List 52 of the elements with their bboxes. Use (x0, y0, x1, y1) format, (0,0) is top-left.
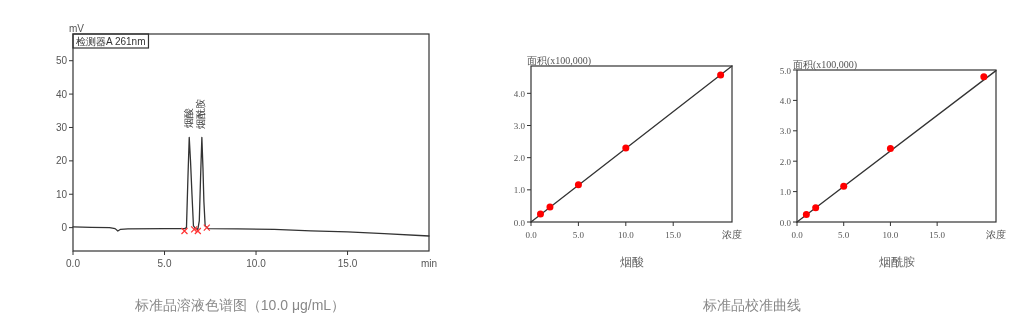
annotation: 烟酰胺 (195, 98, 207, 129)
y-tick-label: 20 (55, 155, 68, 167)
point (546, 203, 554, 211)
text: 标准品校准曲线 (702, 297, 801, 313)
point (622, 144, 630, 152)
x-tick-label: 10.0 (617, 230, 635, 240)
point (802, 210, 810, 218)
x-tick-label: 0.0 (66, 258, 81, 269)
x-tick-label: 15.0 (665, 230, 682, 240)
y-tick-label: 3.0 (779, 126, 792, 137)
y-tick-label: 0.0 (779, 217, 792, 228)
x-axis-title: 浓度 (722, 229, 742, 240)
point (886, 144, 894, 152)
x-tick-label: 5.0 (572, 230, 585, 240)
y-tick-label: 1.0 (513, 185, 526, 196)
y-axis-title: mV (69, 23, 85, 34)
y-tick-label: 0.0 (513, 217, 526, 228)
x-tick-label: 0.0 (525, 230, 538, 240)
point (536, 210, 544, 218)
text: 烟酰胺 (878, 255, 915, 269)
text: 检测器A 261nm (76, 36, 146, 47)
y-axis-title: 面积(x100,000) (527, 55, 592, 67)
x-tick-label: 15.0 (337, 258, 358, 269)
point (574, 181, 582, 189)
x-axis-title: 浓度 (986, 229, 1006, 240)
y-tick-label: 4.0 (513, 88, 526, 99)
y-tick-label: 3.0 (513, 121, 526, 132)
x-axis-title: min (420, 258, 438, 269)
y-tick-label: 2.0 (779, 156, 792, 167)
y-tick-label: 0 (61, 222, 68, 234)
point (980, 73, 988, 81)
x-tick-label: 15.0 (929, 230, 946, 240)
y-tick-label: 40 (55, 88, 68, 100)
y-tick-label: 4.0 (779, 95, 792, 106)
x-tick-label: 10.0 (882, 230, 899, 240)
y-tick-label: 30 (55, 121, 68, 133)
y-tick-label: 5.0 (779, 65, 792, 76)
y-tick-label: 10 (55, 188, 68, 200)
x-tick-label: 0.0 (791, 230, 804, 240)
annotation: 烟酸 (182, 108, 194, 129)
y-tick-label: 2.0 (513, 153, 526, 164)
x-tick-label: 5.0 (838, 230, 850, 240)
text: 标准品溶液色谱图（10.0 μg/mL） (133, 297, 346, 313)
x-tick-label: 10.0 (246, 258, 267, 269)
y-tick-label: 1.0 (779, 187, 792, 198)
point (812, 204, 820, 212)
point (717, 71, 725, 79)
x-tick-label: 5.0 (157, 258, 172, 269)
y-axis-title: 面积(x100,000) (793, 59, 858, 71)
point (840, 182, 848, 190)
y-tick-label: 50 (55, 55, 68, 67)
text: 烟酸 (619, 255, 644, 269)
